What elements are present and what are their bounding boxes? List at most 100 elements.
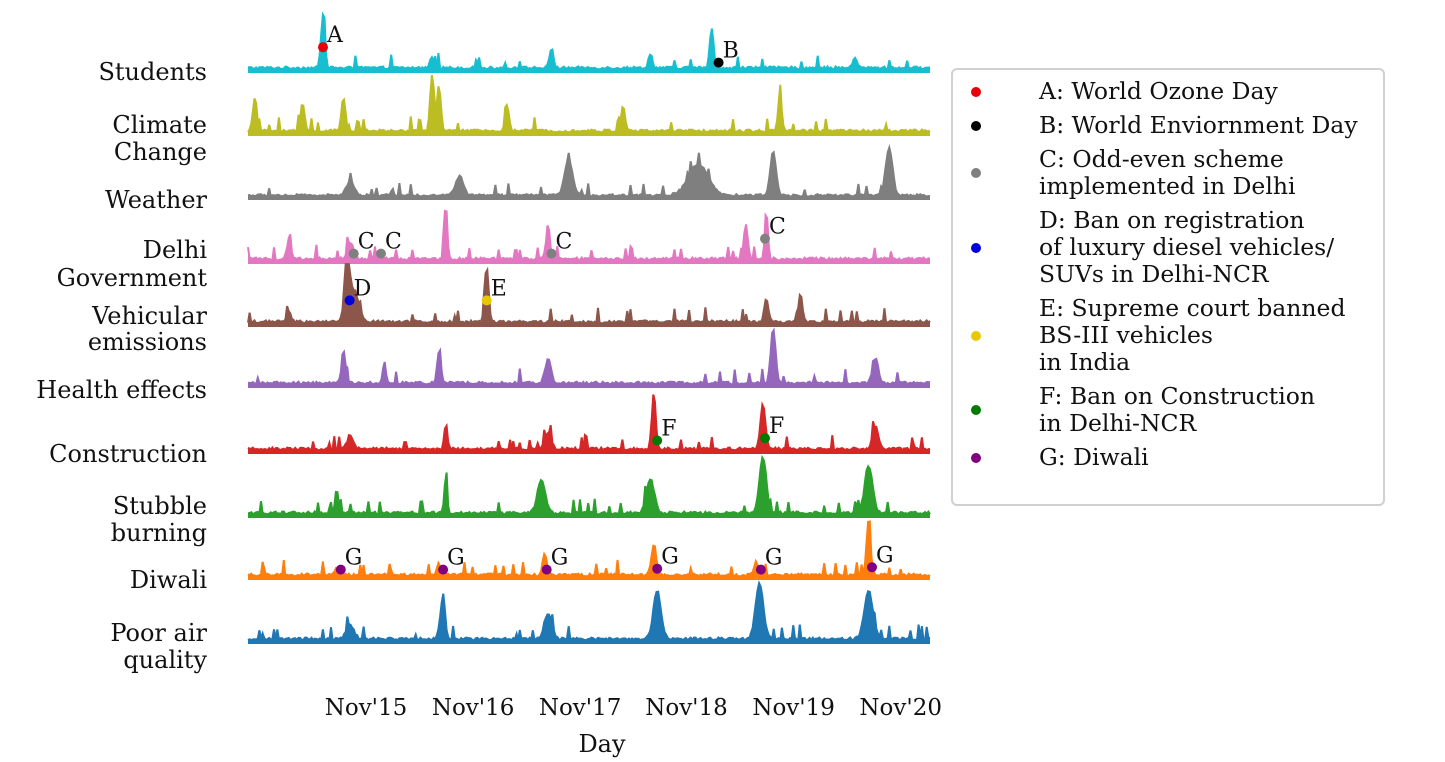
legend-text: E: Supreme court banned BS-III vehicles …: [1039, 294, 1346, 376]
x-tick-label: Nov'20: [859, 695, 942, 721]
x-tick-label: Nov'19: [752, 695, 835, 721]
annotation-marker-g: [755, 564, 766, 575]
annotation-label-c: C: [769, 215, 786, 240]
legend-text: A: World Ozone Day: [1039, 77, 1278, 105]
series-line: [247, 580, 931, 643]
legend-marker: [971, 120, 981, 131]
legend-text: G: Diwali: [1039, 443, 1149, 471]
series-label: Government: [57, 264, 208, 292]
annotation-marker-g: [438, 564, 449, 575]
series-label: Vehicular: [91, 302, 207, 330]
annotation-marker-c: [546, 248, 557, 259]
legend-text: F: Ban on Construction in Delhi-NCR: [1039, 382, 1316, 437]
series-label: Climate: [112, 111, 207, 139]
annotation-marker-g: [541, 564, 552, 575]
legend-item: E: Supreme court banned BS-III vehicles …: [971, 295, 1377, 376]
annotation-label-g: G: [661, 545, 679, 570]
annotation-label-d: D: [354, 276, 372, 301]
annotation-label-g: G: [876, 543, 894, 568]
series-area: [248, 211, 930, 262]
legend-marker: [971, 168, 981, 178]
series-area: [248, 394, 930, 452]
annotation-label-g: G: [765, 546, 783, 571]
annotation-marker-e: [481, 295, 492, 306]
annotation-label-a: A: [326, 23, 344, 48]
series-area: [248, 14, 930, 72]
series-health-effects: Health effects: [36, 327, 931, 404]
series-line: [247, 520, 931, 580]
series-label: Diwali: [130, 566, 207, 594]
x-axis-label: Day: [578, 730, 626, 758]
series-line: [247, 327, 931, 387]
series-label: Construction: [49, 440, 207, 468]
annotation-marker-f: [652, 435, 663, 446]
annotation-marker-b: [713, 57, 724, 68]
series-label: Health effects: [36, 376, 207, 404]
x-tick-label: Nov'16: [432, 695, 515, 721]
series-area: [248, 457, 930, 516]
annotation-label-b: B: [723, 39, 739, 64]
annotation-marker-f: [760, 433, 770, 444]
legend-marker: [971, 242, 981, 253]
legend-marker: [971, 452, 981, 463]
legend-text: C: Odd-even scheme implemented in Delhi: [1039, 145, 1296, 200]
series-label: Poor air: [110, 619, 207, 647]
series-label: Delhi: [143, 236, 208, 264]
series-label: emissions: [88, 328, 207, 356]
series-layer: StudentsClimateChangeWeatherDelhiGovernm…: [36, 11, 931, 674]
legend-item: B: World Enviornment Day: [971, 112, 1377, 139]
series-label: Weather: [105, 186, 208, 214]
legend-item: G: Diwali: [971, 444, 1377, 471]
x-tick-label: Nov'17: [539, 695, 622, 721]
series-line: [247, 209, 931, 264]
annotation-marker-c: [376, 248, 386, 259]
annotation-label-g: G: [345, 546, 363, 571]
series-line: [247, 143, 931, 199]
legend-text: B: World Enviornment Day: [1039, 111, 1358, 139]
annotation-label-f: F: [769, 414, 784, 439]
annotation-label-f: F: [661, 417, 676, 442]
annotation-label-c: C: [358, 230, 375, 255]
series-construction: Construction: [49, 394, 931, 468]
annotation-label-c: C: [556, 230, 573, 255]
annotation-label-g: G: [447, 546, 465, 571]
series-label: Students: [98, 58, 207, 86]
series-label: Stubble: [113, 492, 207, 520]
series-line: [247, 11, 931, 72]
series-line: [247, 454, 931, 518]
legend-marker: [971, 86, 981, 97]
series-line: [247, 394, 931, 453]
legend: A: World Ozone Day B: World Enviornment D…: [951, 68, 1385, 506]
annotation-marker-c: [348, 248, 359, 259]
annotation-label-c: C: [385, 230, 402, 255]
series-line: [247, 75, 931, 135]
annotation-marker-d: [344, 295, 355, 306]
series-students: Students: [98, 11, 931, 86]
series-area: [248, 521, 930, 578]
legend-marker: [971, 330, 981, 341]
annotation-marker-c: [760, 233, 770, 244]
series-label: burning: [111, 519, 207, 547]
series-area: [248, 330, 930, 386]
legend-item: C: Odd-even scheme implemented in Delhi: [971, 146, 1377, 200]
x-tick-label: Nov'15: [325, 695, 408, 721]
annotation-marker-g: [335, 564, 346, 575]
series-diwali: Diwali: [130, 520, 931, 594]
annotation-marker-g: [867, 562, 877, 573]
legend-item: D: Ban on registration of luxury diesel …: [971, 207, 1377, 288]
series-weather: Weather: [105, 143, 931, 214]
series-label: Change: [114, 138, 207, 166]
legend-marker: [971, 405, 981, 415]
annotation-label-g: G: [551, 546, 569, 571]
annotation-label-e: E: [491, 276, 507, 301]
series-label: quality: [123, 646, 207, 674]
annotation-marker-a: [318, 42, 328, 53]
x-axis: Nov'15 Nov'16 Nov'17 Nov'18 Nov'19 Nov'20: [325, 695, 942, 721]
legend-text: D: Ban on registration of luxury diesel …: [1039, 206, 1335, 288]
